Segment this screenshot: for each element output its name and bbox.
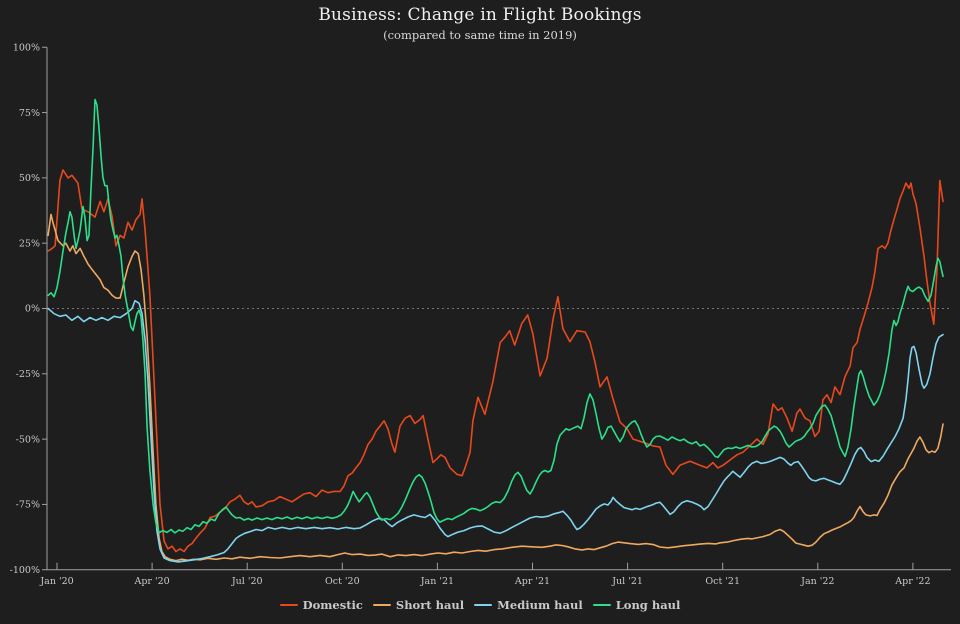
legend-item-long-haul: Long haul [592, 598, 681, 612]
x-tick-label: Jan '21 [420, 576, 454, 587]
legend-label: Domestic [302, 598, 363, 612]
page-title: Business: Change in Flight Bookings [318, 5, 642, 25]
x-tick-label: Apr '22 [894, 576, 930, 587]
y-tick-label: -100% [10, 565, 40, 576]
x-tick-label: Apr '21 [514, 576, 550, 587]
legend-swatch-icon [474, 603, 493, 607]
x-tick-label: Oct '21 [705, 576, 740, 587]
series-line-long-haul [47, 98, 944, 534]
legend-label: Long haul [615, 598, 681, 612]
y-tick-label: -50% [16, 434, 40, 445]
series-line-medium-haul [47, 299, 944, 563]
y-tick-label: -25% [16, 369, 40, 380]
legend-swatch-icon [592, 603, 611, 607]
chart-legend: Domestic Short haul Medium haul Long haul [0, 596, 960, 614]
series-line-short-haul [47, 213, 944, 562]
y-tick-label: 0% [25, 304, 40, 315]
legend-label: Medium haul [497, 598, 583, 612]
x-tick-label: Oct '20 [325, 576, 360, 587]
legend-item-domestic: Domestic [279, 598, 363, 612]
x-tick-label: Jul '20 [231, 576, 263, 587]
page-subtitle: (compared to same time in 2019) [383, 28, 577, 42]
x-tick-label: Apr '20 [133, 576, 169, 587]
legend-item-medium-haul: Medium haul [474, 598, 583, 612]
x-tick-label: Jul '21 [611, 576, 643, 587]
legend-label: Short haul [395, 598, 465, 612]
y-tick-label: 25% [19, 238, 40, 249]
x-tick-label: Jan '20 [39, 576, 73, 587]
legend-swatch-icon [279, 603, 298, 607]
y-tick-label: 50% [19, 173, 40, 184]
y-tick-label: 75% [19, 108, 40, 119]
legend-item-short-haul: Short haul [372, 598, 465, 612]
legend-swatch-icon [372, 603, 391, 607]
x-tick-label: Jan '22 [800, 576, 834, 587]
y-tick-label: 100% [13, 42, 40, 53]
series-line-domestic [47, 169, 944, 553]
y-tick-label: -75% [16, 500, 40, 511]
